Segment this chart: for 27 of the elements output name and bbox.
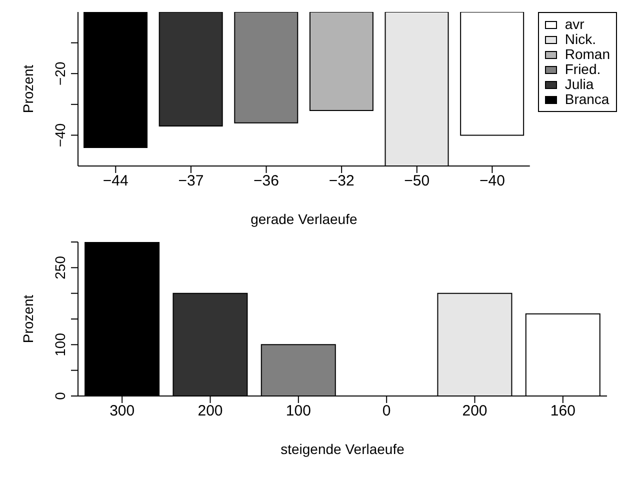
legend-label: Branca xyxy=(564,91,610,107)
x-tick-label: −36 xyxy=(254,172,279,190)
y-tick-label: 250 xyxy=(52,256,68,280)
y-tick-label: −40 xyxy=(52,123,68,148)
y-axis-title: Prozent xyxy=(20,294,36,344)
y-axis-title: Prozent xyxy=(20,64,36,114)
x-tick-label: 100 xyxy=(286,402,311,420)
x-tick-label: −40 xyxy=(479,172,505,190)
legend-label: Roman xyxy=(564,46,610,62)
x-tick-label: −32 xyxy=(328,172,354,190)
legend-label: Julia xyxy=(564,76,594,92)
x-tick-label: 160 xyxy=(550,402,576,420)
legend-label: avr xyxy=(564,16,584,32)
x-tick-label: 0 xyxy=(382,402,391,420)
x-axis-title: gerade Verlaeufe xyxy=(250,211,358,227)
legend-label: Fried. xyxy=(564,61,601,77)
x-tick-label: −37 xyxy=(178,172,204,190)
x-tick-label: 200 xyxy=(198,402,223,420)
x-tick-label: 200 xyxy=(462,402,488,420)
x-axis-title: steigende Verlaeufe xyxy=(280,441,405,457)
x-tick-label: 300 xyxy=(110,402,135,420)
y-tick-label: 100 xyxy=(52,332,68,356)
legend-label: Nick. xyxy=(564,31,596,47)
x-tick-label: −50 xyxy=(404,172,430,190)
y-tick-label: −20 xyxy=(52,62,68,86)
x-tick-label: −44 xyxy=(102,172,128,190)
y-tick-label: 0 xyxy=(52,392,68,400)
